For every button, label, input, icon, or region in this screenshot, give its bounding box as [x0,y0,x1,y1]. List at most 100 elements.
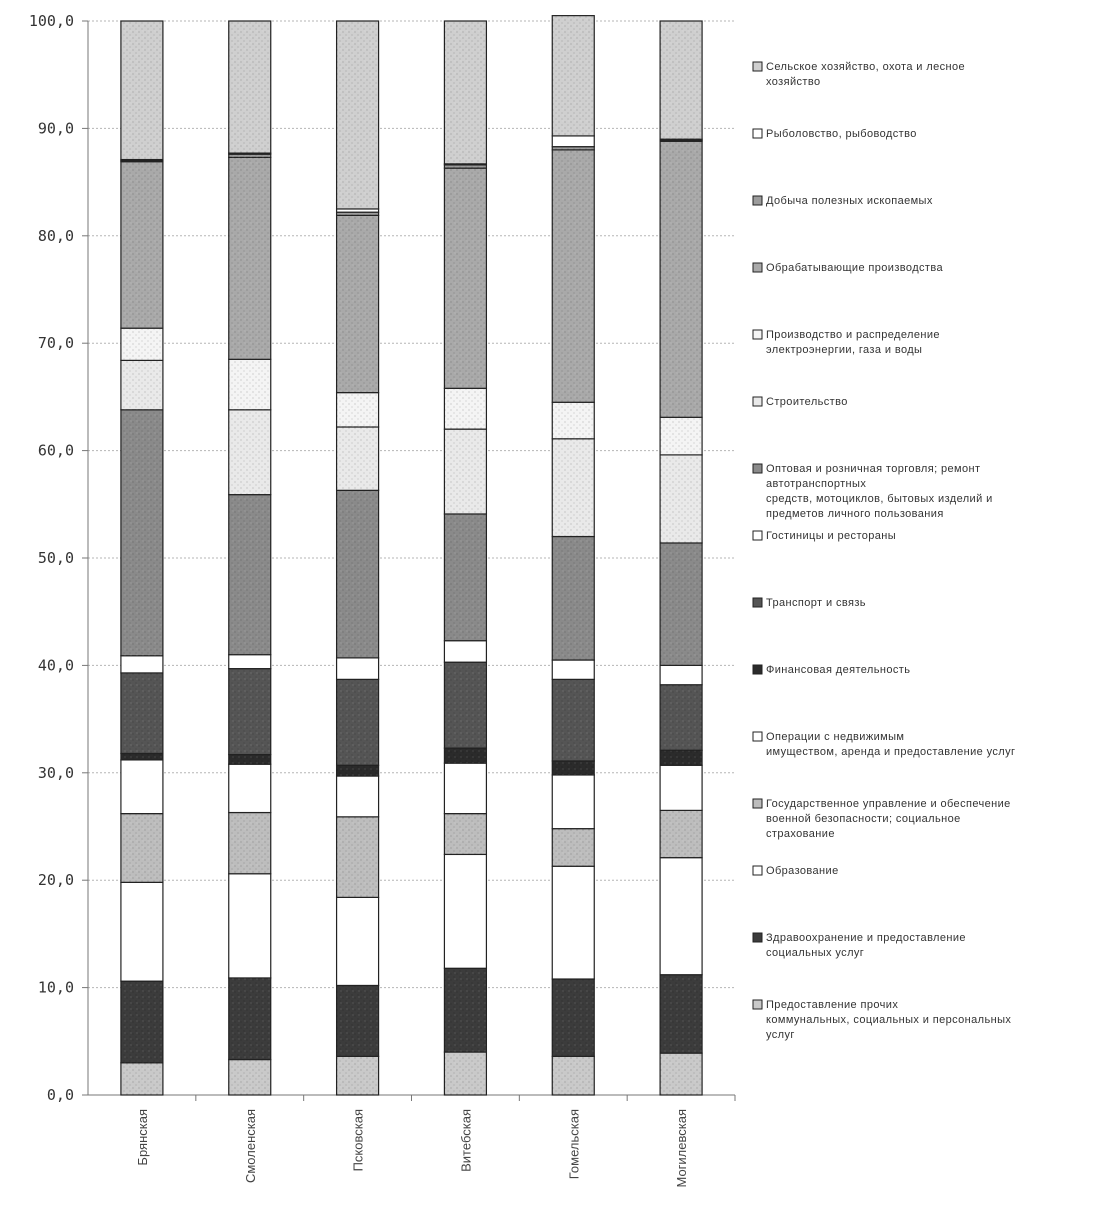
bar-segment-texture [120,1062,163,1095]
bars [120,15,703,1096]
legend-label: страхование [766,828,835,840]
x-category-label: Смоленская [243,1109,258,1183]
legend-label: Сельское хозяйство, охота и лесное [766,61,965,73]
bar-segment [659,664,703,686]
legend-label: Операции с недвижимым [766,731,904,743]
legend-label: Финансовая деятельность [766,664,910,676]
bar-segment-texture [552,149,595,403]
bar-segment-texture [336,765,379,777]
bar-segment-texture [444,164,487,169]
bar-segment-texture [228,668,271,755]
bar-segment [659,764,703,811]
legend-swatch [752,128,763,139]
bar-segment-texture [552,536,595,661]
legend-label: Рыболовство, рыбоводство [766,128,917,140]
legend-swatch [752,999,763,1010]
legend-label: Обрабатывающие производства [766,262,943,274]
bar-segment-texture [552,146,595,150]
bar-segment-texture [444,21,487,164]
y-tick-label: 100,0 [29,12,74,30]
bar-segment [335,775,380,818]
bar-segment-texture [228,21,271,154]
bar-segment-texture [660,141,703,418]
bar-segment [551,659,595,680]
bar-segment-texture [444,429,487,514]
bar-segment-texture [660,1053,703,1095]
legend-swatch [752,932,763,943]
bar-segment-texture [660,974,703,1054]
legend-swatch [752,664,763,675]
bar-segment [120,655,164,674]
legend-label: хозяйство [766,76,821,88]
bar-segment-texture [660,684,703,751]
y-tick-label: 0,0 [47,1086,74,1104]
bar-segment-texture [552,979,595,1057]
legend-swatch [752,530,763,541]
x-category-label: Брянская [135,1109,150,1166]
bar-segment-texture [228,409,271,495]
x-category-label: Могилевская [674,1109,689,1188]
bar-segment-texture [660,417,703,455]
bar-segment-texture [660,21,703,140]
legend-label: Предоставление прочих [766,999,898,1011]
legend-swatch [752,798,763,809]
bar-segment [228,654,272,670]
bar-segment-texture [336,679,379,766]
bar-segment-texture [660,810,703,858]
bar-segment-texture [552,760,595,775]
bar-segment-texture [552,679,595,761]
legend-label: Государственное управление и обеспечение [766,798,1011,810]
bar-segment-texture [444,1052,487,1095]
bar-segment-texture [336,426,379,491]
bar-segment [228,763,272,814]
bar-segment-texture [660,750,703,766]
legend-swatch [752,463,763,474]
bar-segment-texture [444,513,487,641]
bar-segment-texture [336,816,379,898]
bar-segment-texture [120,981,163,1063]
legend-label: коммунальных, социальных и персональных [766,1014,1011,1026]
bar-segment-texture [660,542,703,666]
y-tick-label: 40,0 [38,656,74,674]
legend-label: электроэнергии, газа и воды [766,344,922,356]
bar-segment-texture [444,168,487,389]
bar-segment [659,857,703,976]
legend-swatch [752,865,763,876]
y-tick-label: 90,0 [38,119,74,137]
legend-label: услуг [766,1029,795,1041]
legend-swatch [752,396,763,407]
bar-segment-texture [120,161,163,329]
legend-label: Транспорт и связь [766,597,866,609]
bar-segment-texture [552,828,595,867]
bar-segment-texture [552,402,595,439]
bar-segment [120,759,164,815]
legend-label: Строительство [766,396,848,408]
bar-segment-texture [336,490,379,658]
bar-segment-texture [444,968,487,1053]
bar-segment-texture [336,21,379,209]
bar-segment-texture [444,813,487,855]
y-tick-label: 70,0 [38,334,74,352]
bar-segment-texture [336,212,379,216]
bar-segment-texture [336,392,379,427]
bar-segment [551,865,595,980]
bar-segment-texture [444,388,487,430]
bar-segment-texture [120,409,163,656]
y-tick-label: 80,0 [38,227,74,245]
bar-segment-texture [552,15,595,136]
bar-segment-texture [552,1056,595,1095]
bar-segment [443,853,488,969]
x-category-labels: Брянская Смоленская Псковская Витебская Гоме… [135,1109,689,1188]
x-category-label: Гомельская [566,1109,581,1179]
legend-swatch [752,195,763,206]
y-tick-labels: 0,0 10,0 20,0 30,0 40,0 50,0 60,0 70,0 80,0 90,0 1… [29,12,74,1104]
bar-segment-texture [444,748,487,764]
bar-segment-texture [228,977,271,1060]
y-tick-label: 30,0 [38,764,74,782]
bar-segment-texture [228,157,271,360]
x-category-label: Псковская [351,1109,366,1171]
bar-segment [228,873,272,979]
bar-segment-texture [120,753,163,760]
y-tick-label: 20,0 [38,871,74,889]
